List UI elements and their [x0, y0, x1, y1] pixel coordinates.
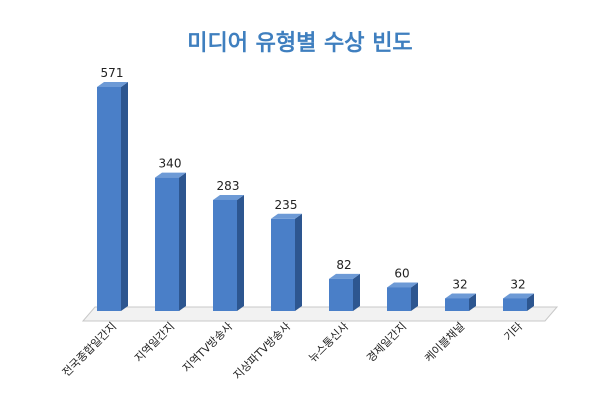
bar — [387, 282, 418, 311]
bar-front — [213, 199, 237, 311]
bar — [329, 273, 360, 311]
bars — [97, 82, 534, 311]
bar — [213, 194, 244, 311]
bar — [503, 293, 534, 311]
bar-front — [445, 298, 469, 311]
bar — [445, 293, 476, 311]
value-label: 340 — [159, 157, 182, 171]
floor-plane — [81, 306, 559, 322]
chart-title: 미디어 유형별 수상 빈도 — [187, 31, 412, 56]
bar-side — [295, 213, 302, 311]
bar-top — [271, 213, 302, 219]
bar-front — [387, 287, 411, 311]
category-label: 지상파TV방송사 — [231, 320, 293, 382]
category-label: 지역일간지 — [131, 319, 177, 365]
category-label: 경제일간지 — [363, 319, 409, 365]
bar-side — [469, 293, 476, 311]
bar-top — [329, 273, 360, 279]
bar-side — [353, 273, 360, 311]
bar-top — [387, 282, 418, 288]
bar-front — [155, 177, 179, 311]
value-labels: 571 340 283 235 82 60 32 32 — [101, 66, 526, 291]
bar-front — [503, 298, 527, 311]
value-label: 32 — [510, 277, 525, 291]
value-label: 571 — [101, 66, 124, 80]
bar-top — [445, 293, 476, 299]
bar — [155, 172, 186, 311]
bar-front — [271, 218, 295, 311]
category-label: 지역TV방송사 — [180, 320, 235, 375]
category-label: 뉴스통신사 — [306, 320, 351, 365]
bar-top — [155, 172, 186, 178]
bar-side — [237, 194, 244, 311]
category-label: 기타 — [502, 320, 526, 344]
bar-top — [213, 194, 244, 200]
value-label: 235 — [275, 198, 298, 212]
bar-top — [503, 293, 534, 299]
category-label: 케이블채널 — [422, 320, 467, 365]
category-label: 전국종합일간지 — [59, 319, 119, 379]
bar-side — [179, 172, 186, 311]
value-label: 32 — [452, 277, 467, 291]
bar-front — [97, 87, 121, 311]
value-label: 283 — [217, 179, 240, 193]
bar-side — [411, 282, 418, 311]
bar-top — [97, 82, 128, 87]
bar-side — [527, 293, 534, 311]
bar-side — [121, 82, 128, 311]
value-label: 82 — [336, 258, 351, 272]
chart-floor — [81, 306, 559, 322]
bar — [271, 213, 302, 311]
bar — [97, 82, 128, 311]
value-label: 60 — [394, 266, 409, 280]
bar-front — [329, 278, 353, 311]
